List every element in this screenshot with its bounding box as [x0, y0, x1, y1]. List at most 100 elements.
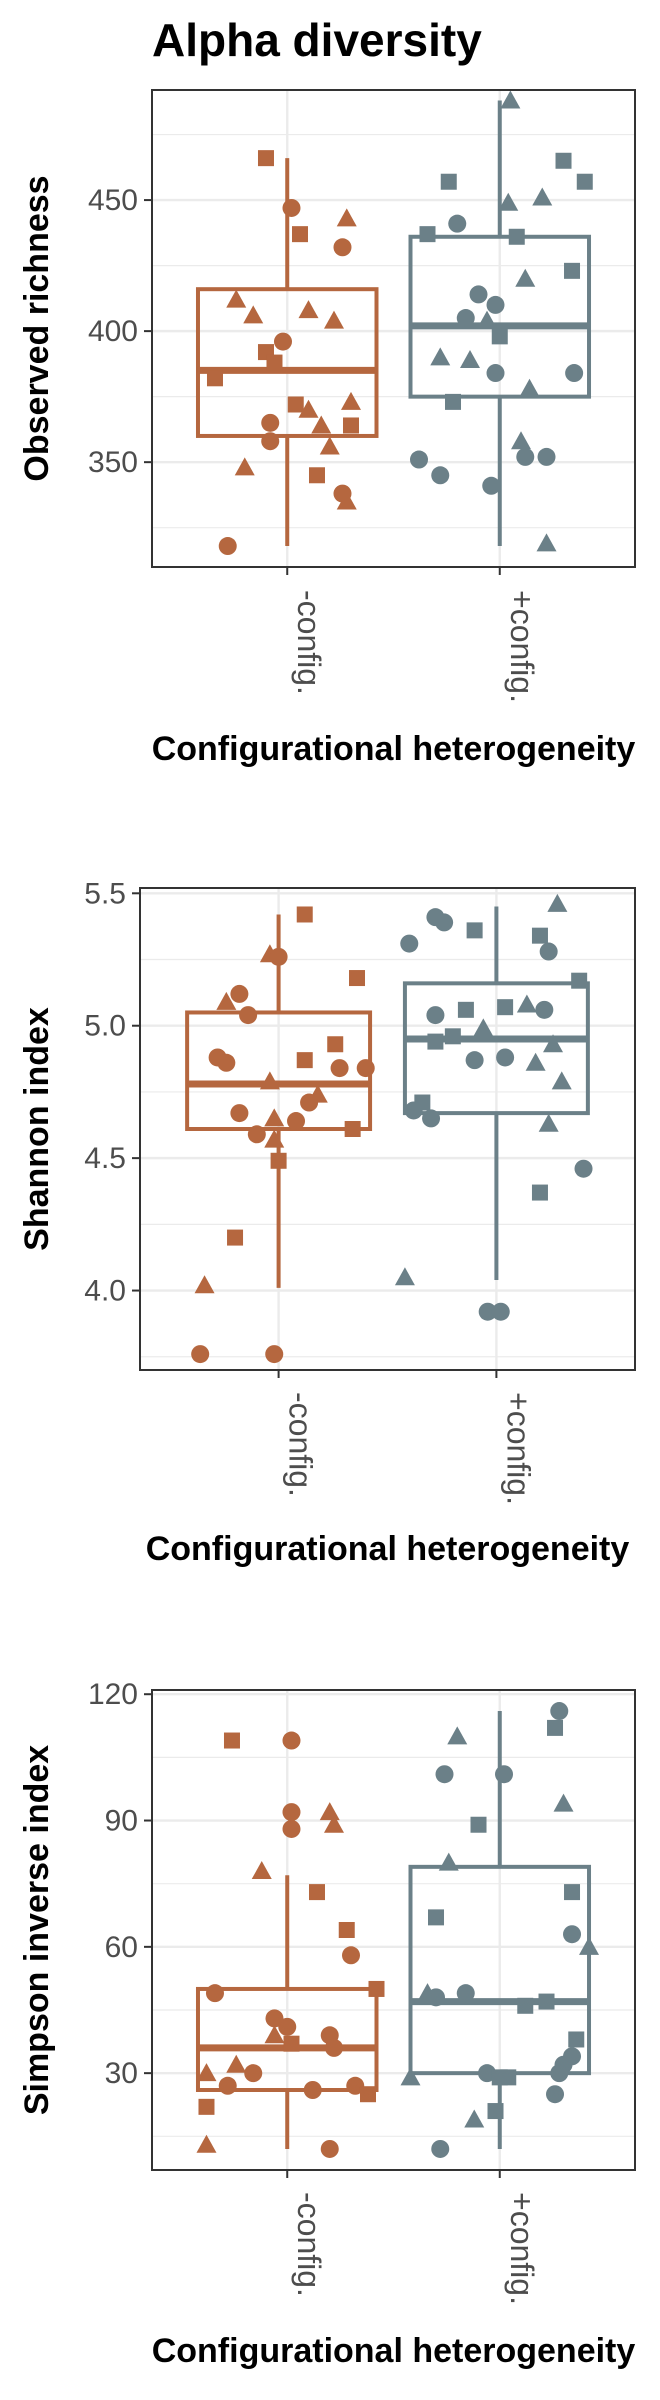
data-point-triangle: [196, 2134, 217, 2153]
data-point-circle: [563, 1925, 582, 1944]
data-point-square: [571, 972, 588, 989]
data-point-triangle: [515, 268, 536, 287]
data-point-triangle: [543, 1034, 564, 1053]
data-point-circle: [431, 466, 450, 485]
data-point-triangle: [234, 457, 255, 476]
data-point-circle: [435, 1765, 454, 1784]
data-point-circle: [320, 2139, 339, 2158]
data-point-square: [555, 152, 572, 169]
data-point-triangle: [477, 310, 498, 329]
x-category-label: +config.: [504, 2192, 540, 2305]
data-point-circle: [282, 1819, 301, 1838]
data-point-square: [338, 1922, 355, 1938]
data-point-circle: [410, 450, 429, 469]
data-point-triangle: [323, 1814, 344, 1833]
data-point-circle: [287, 1112, 306, 1131]
data-point-triangle: [259, 1071, 280, 1090]
data-point-circle: [333, 238, 352, 257]
data-point-circle: [486, 364, 505, 383]
data-point-triangle: [226, 289, 247, 308]
data-point-square: [576, 173, 593, 190]
panels: 350 400 450 -config. +config. Configurational…: [18, 89, 636, 2370]
data-point-circle: [491, 1302, 510, 1321]
y-tick-label: 30: [105, 2057, 138, 2090]
data-point-circle: [456, 309, 475, 328]
data-point-circle: [247, 1125, 266, 1144]
data-point-triangle: [251, 1861, 272, 1880]
data-point-triangle: [264, 2025, 285, 2044]
data-point-triangle: [336, 491, 357, 510]
data-point-square: [491, 328, 508, 345]
data-point-circle: [565, 364, 584, 383]
data-point-square: [296, 1052, 313, 1069]
data-point-square: [500, 2069, 517, 2086]
data-point-square: [308, 467, 325, 484]
data-point-triangle: [500, 90, 521, 109]
data-point-triangle: [438, 1852, 459, 1871]
x-axis-title: Configurational heterogeneity: [146, 1530, 630, 1568]
data-point-triangle: [264, 1129, 285, 1148]
data-point-triangle: [532, 187, 553, 206]
data-point-triangle: [340, 391, 361, 410]
data-point-square: [445, 393, 462, 410]
data-point-circle: [516, 447, 535, 466]
data-point-triangle: [551, 1071, 572, 1090]
data-point-triangle: [460, 349, 481, 368]
box-+config.: [402, 981, 590, 1116]
data-point-square: [223, 1732, 240, 1749]
y-axis-title: Simpson inverse index: [18, 1745, 56, 2115]
data-point-triangle: [298, 300, 319, 319]
data-point-square: [206, 370, 223, 387]
data-point-square: [568, 2031, 585, 2048]
data-point-triangle: [464, 2109, 485, 2128]
data-point-triangle: [447, 1726, 468, 1745]
data-point-triangle: [430, 347, 451, 366]
data-point-square: [547, 1719, 564, 1736]
panel-border: [151, 1689, 636, 2171]
data-point-triangle: [319, 436, 340, 455]
y-tick-label: 4.0: [84, 1275, 126, 1308]
data-point-triangle: [498, 192, 519, 211]
data-point-circle: [341, 1946, 360, 1965]
data-point-circle: [218, 537, 237, 556]
data-point-circle: [261, 413, 280, 432]
data-point-circle: [282, 1803, 301, 1822]
data-point-circle: [431, 2139, 450, 2158]
data-point-triangle: [519, 378, 540, 397]
data-point-square: [466, 922, 483, 939]
box-+config.: [408, 234, 592, 399]
data-point-triangle: [538, 1113, 559, 1132]
data-point-circle: [486, 295, 505, 314]
data-point-square: [344, 1121, 361, 1137]
data-point-triangle: [194, 1275, 215, 1294]
data-point-square: [564, 1884, 581, 1901]
data-point-circle: [244, 2064, 263, 2083]
y-tick-label: 90: [105, 1805, 138, 1838]
data-point-triangle: [243, 305, 264, 324]
y-tick-label: 120: [88, 1678, 138, 1711]
data-point-circle: [456, 1984, 475, 2003]
data-point-circle: [282, 198, 301, 217]
figure-title: Alpha diversity: [152, 14, 482, 66]
data-point-circle: [239, 1006, 258, 1025]
y-tick-label: 450: [88, 184, 138, 217]
chart-panel-2: 4.0 4.5 5.0 5.5 -config. +config. Configuratio…: [18, 877, 636, 1568]
data-point-circle: [478, 1302, 497, 1321]
data-point-square: [257, 150, 274, 167]
data-point-triangle: [298, 399, 319, 418]
y-axis-title: Shannon index: [18, 1007, 56, 1251]
data-point-square: [359, 2086, 376, 2103]
data-point-circle: [482, 476, 501, 495]
data-point-circle: [539, 942, 558, 961]
data-point-square: [283, 2035, 300, 2052]
data-point-circle: [300, 1093, 319, 1112]
data-point-triangle: [336, 208, 357, 227]
x-category-label: -config.: [291, 2192, 327, 2297]
data-point-square: [287, 396, 304, 413]
data-point-circle: [427, 1988, 446, 2007]
x-category-label: -config.: [291, 590, 327, 695]
data-point-square: [531, 1184, 548, 1201]
data-point-circle: [346, 2076, 365, 2095]
y-tick-label: 60: [105, 1931, 138, 1964]
